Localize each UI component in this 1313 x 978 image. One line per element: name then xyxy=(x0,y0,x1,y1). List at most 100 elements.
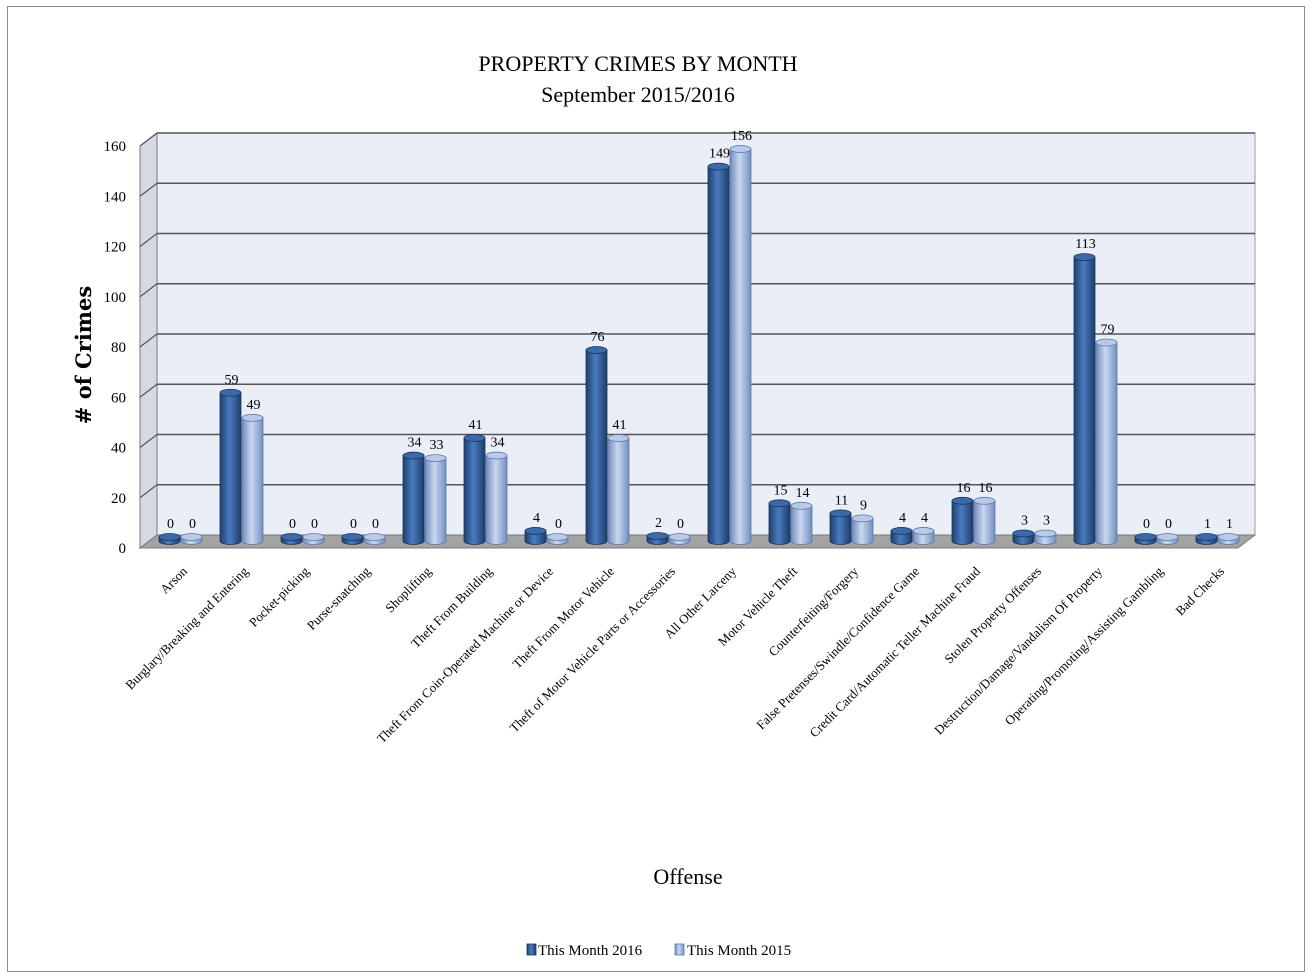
bar-top-2015 xyxy=(1095,338,1118,347)
data-label: 2 xyxy=(655,516,662,531)
gridline-side xyxy=(139,333,158,348)
bar-top-2016 xyxy=(1073,253,1096,261)
gridline-side xyxy=(139,233,158,247)
data-label: 149 xyxy=(709,147,730,162)
bar-top-2016 xyxy=(890,527,913,535)
data-label: 59 xyxy=(225,373,239,388)
x-tick-label: Arson xyxy=(157,563,190,596)
data-label: 9 xyxy=(860,498,867,513)
bar-top-2015 xyxy=(1034,529,1057,538)
bar-top-2016 xyxy=(1195,533,1218,541)
bar-2016 xyxy=(829,512,852,545)
gridline-side xyxy=(139,434,158,448)
gridlines xyxy=(139,132,1255,499)
data-label: 0 xyxy=(1143,517,1150,532)
data-label: 34 xyxy=(408,436,422,451)
data-label: 76 xyxy=(591,330,605,345)
data-label: 0 xyxy=(1165,517,1172,532)
bar-2016 xyxy=(1073,256,1096,545)
data-label: 33 xyxy=(430,438,444,453)
bar-top-2015 xyxy=(180,533,203,541)
bar-2016 xyxy=(768,502,791,545)
bar-2015 xyxy=(424,457,447,545)
legend-swatch-2015 xyxy=(674,943,685,956)
bar-top-2016 xyxy=(341,533,364,541)
bar-top-2016 xyxy=(524,527,547,535)
bar-top-2016 xyxy=(219,388,242,397)
data-label: 4 xyxy=(533,511,540,526)
bar-top-2016 xyxy=(768,499,791,508)
x-tick-label: Bad Checks xyxy=(1172,564,1227,619)
y-axis-title: # of Crimes xyxy=(71,286,96,424)
data-label: 15 xyxy=(774,483,788,498)
data-label: 14 xyxy=(796,486,810,501)
gridline-side xyxy=(139,383,158,398)
legend-label-2016: This Month 2016 xyxy=(538,943,643,959)
data-label: 0 xyxy=(555,517,562,532)
bar-top-2015 xyxy=(668,533,691,541)
data-label: 41 xyxy=(469,418,483,433)
y-tick-label: 40 xyxy=(111,441,126,457)
data-label: 0 xyxy=(677,517,684,532)
bar-2016 xyxy=(585,349,608,545)
bar-2016 xyxy=(463,437,486,545)
legend-label-2015: This Month 2015 xyxy=(687,943,791,959)
bars xyxy=(158,145,1240,545)
y-tick-label: 20 xyxy=(111,491,126,507)
y-axis-ticks: 0 20 40 60 80 100 120 140 160 xyxy=(104,139,127,557)
bar-top-2015 xyxy=(241,413,264,422)
data-label: 79 xyxy=(1101,323,1115,338)
bar-2015 xyxy=(485,455,508,545)
x-tick-label: Purse-snatching xyxy=(304,563,374,633)
bar-top-2016 xyxy=(158,533,181,541)
data-label: 1 xyxy=(1204,517,1211,532)
bar-top-2016 xyxy=(646,532,669,540)
chart-subtitle: September 2015/2016 xyxy=(541,82,735,107)
bar-top-2016 xyxy=(402,451,425,460)
bar-2015 xyxy=(241,417,264,545)
bar-top-2015 xyxy=(1156,533,1179,541)
bar-2015 xyxy=(851,517,874,545)
y-tick-label: 60 xyxy=(111,390,126,406)
data-label: 0 xyxy=(189,517,196,532)
x-tick-label: Burglary/Breaking and Entering xyxy=(122,563,251,692)
bar-top-2015 xyxy=(546,533,569,541)
bar-top-2015 xyxy=(302,533,325,541)
bar-top-2015 xyxy=(1217,533,1240,541)
legend-swatch-2016 xyxy=(526,943,537,956)
data-label: 113 xyxy=(1075,237,1095,252)
data-label: 0 xyxy=(350,517,357,532)
data-label: 11 xyxy=(835,493,848,508)
x-tick-label: Shoplifting xyxy=(382,563,434,615)
bar-2016 xyxy=(219,392,242,545)
bar-top-2016 xyxy=(280,533,303,541)
bar-2016 xyxy=(402,455,425,545)
x-tick-label: Pocket-picking xyxy=(246,563,313,630)
data-label: 41 xyxy=(613,418,627,433)
data-label: 156 xyxy=(731,129,752,144)
bar-top-2016 xyxy=(829,509,852,518)
bar-top-2016 xyxy=(585,346,608,354)
y-tick-label: 160 xyxy=(104,139,127,155)
data-label: 1 xyxy=(1226,517,1233,532)
data-label: 0 xyxy=(167,517,174,532)
bar-top-2015 xyxy=(729,145,752,153)
data-label: 34 xyxy=(491,436,505,451)
data-label: 16 xyxy=(979,481,993,496)
x-tick-label: Theft From Motor Vehicle xyxy=(509,563,617,671)
bar-2015 xyxy=(973,500,996,545)
chart-title: PROPERTY CRIMES BY MONTH xyxy=(478,51,797,76)
bar-top-2016 xyxy=(463,434,486,442)
data-label: 16 xyxy=(957,481,971,496)
y-tick-label: 0 xyxy=(119,541,127,557)
bar-top-2015 xyxy=(424,454,447,462)
y-tick-label: 140 xyxy=(104,189,127,205)
bar-top-2016 xyxy=(1134,533,1157,541)
y-tick-label: 100 xyxy=(104,290,127,306)
bar-top-2016 xyxy=(951,496,974,505)
bar-2015 xyxy=(1095,342,1118,545)
bar-top-2015 xyxy=(363,533,386,541)
bar-top-2016 xyxy=(1012,529,1035,538)
